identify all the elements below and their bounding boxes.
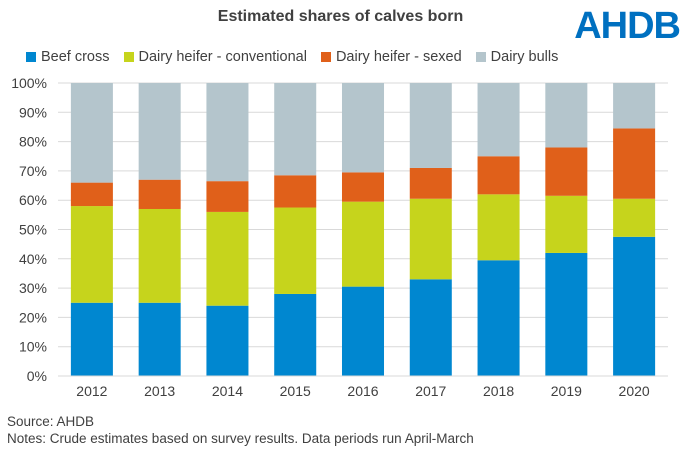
y-tick-label: 10% (19, 339, 47, 355)
x-tick-label: 2016 (347, 383, 378, 399)
bar-segment (545, 83, 588, 148)
ahdb-logo-text: AHDB (574, 5, 680, 46)
bar-segment (545, 195, 588, 253)
chart-legend: Beef cross Dairy heifer - conventional Dai… (26, 49, 572, 65)
ahdb-logo: AHDB (574, 5, 681, 46)
y-tick-label: 100% (11, 75, 47, 91)
legend-swatch (475, 52, 486, 62)
x-tick-label: 2015 (280, 383, 311, 399)
x-tick-label: 2018 (483, 383, 514, 399)
bar-segment (409, 279, 452, 376)
bar-segment (545, 147, 588, 196)
bar-segment (477, 83, 520, 157)
bar-segment (341, 286, 385, 376)
bar-segment (274, 175, 317, 208)
x-tick-label: 2014 (212, 383, 243, 399)
bar-segment (477, 156, 520, 195)
bar-segment (206, 305, 249, 376)
bar-segment (274, 207, 317, 294)
x-tick-label: 2017 (415, 383, 446, 399)
bar-segment (613, 236, 656, 376)
x-tick-label: 2012 (76, 383, 107, 399)
bar-segment (409, 198, 452, 280)
bar-segment (613, 83, 656, 129)
y-tick-label: 90% (19, 104, 47, 120)
bar-segment (613, 128, 656, 199)
legend-swatch (123, 52, 134, 62)
y-tick-label: 20% (19, 309, 47, 325)
bar-segment (206, 211, 249, 306)
bar-segment (70, 206, 113, 303)
bar-segment (138, 302, 181, 376)
bar-segment (138, 208, 181, 303)
y-tick-label: 70% (19, 163, 47, 179)
y-tick-label: 50% (19, 222, 47, 238)
y-tick-label: 0% (27, 368, 47, 384)
legend-item: Beef cross (26, 49, 110, 65)
legend-item: Dairy heifer - conventional (123, 49, 307, 65)
bar-segment (613, 198, 656, 237)
chart-title: Estimated shares of calves born (217, 8, 464, 25)
bar-segment (70, 83, 113, 183)
legend-label: Dairy heifer - sexed (335, 49, 462, 65)
bar-segment (477, 260, 520, 376)
bar-segment (206, 83, 249, 182)
y-tick-label: 60% (19, 192, 47, 208)
y-tick-label: 30% (19, 280, 47, 296)
bar-segment (138, 83, 181, 180)
legend-item: Dairy bulls (475, 49, 559, 65)
legend-label: Beef cross (41, 49, 110, 65)
legend-swatch (320, 52, 331, 62)
bar-segment (409, 83, 452, 168)
x-tick-label: 2019 (551, 383, 582, 399)
bar-segment (206, 181, 249, 212)
y-tick-label: 40% (19, 251, 47, 267)
source-note: Source: AHDB (7, 414, 95, 429)
bar-segment (545, 252, 588, 376)
legend-item: Dairy heifer - sexed (320, 49, 462, 65)
bar-segment (341, 83, 385, 173)
notes-text: Notes: Crude estimates based on survey r… (7, 431, 474, 446)
bar-segment (70, 182, 113, 207)
y-tick-label: 80% (19, 134, 47, 150)
bar-segment (409, 167, 452, 199)
bar-segment (70, 302, 113, 376)
bar-segment (341, 172, 385, 202)
bar-segment (341, 201, 385, 287)
x-tick-label: 2013 (144, 383, 175, 399)
bar-segment (477, 194, 520, 261)
legend-swatch (26, 52, 36, 62)
bar-segment (274, 83, 317, 176)
legend-label: Dairy bulls (490, 49, 559, 65)
legend-label: Dairy heifer - conventional (138, 49, 307, 65)
bar-segment (138, 179, 181, 209)
x-tick-label: 2020 (619, 383, 650, 399)
bar-segment (274, 293, 317, 376)
